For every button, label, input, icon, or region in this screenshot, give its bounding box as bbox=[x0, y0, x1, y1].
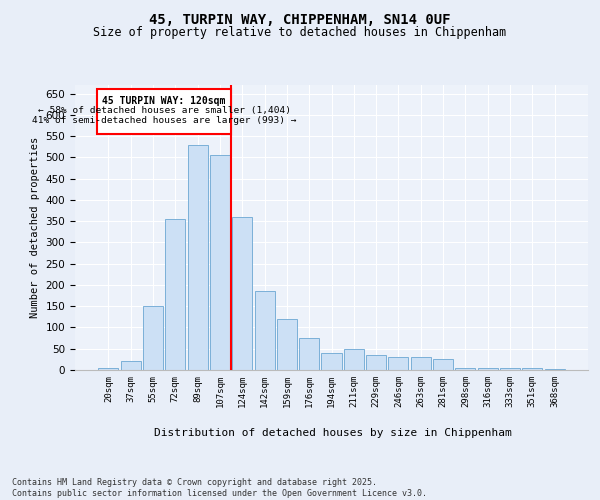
Bar bbox=[277, 319, 297, 370]
Bar bbox=[121, 362, 141, 370]
Text: Contains HM Land Registry data © Crown copyright and database right 2025.
Contai: Contains HM Land Registry data © Crown c… bbox=[12, 478, 427, 498]
Bar bbox=[254, 292, 275, 370]
Bar bbox=[411, 357, 431, 370]
Bar bbox=[500, 368, 520, 370]
Bar bbox=[232, 217, 252, 370]
Bar bbox=[388, 357, 409, 370]
Bar bbox=[455, 368, 475, 370]
Y-axis label: Number of detached properties: Number of detached properties bbox=[30, 137, 40, 318]
Bar bbox=[165, 219, 185, 370]
Text: ← 58% of detached houses are smaller (1,404): ← 58% of detached houses are smaller (1,… bbox=[38, 106, 290, 116]
Bar bbox=[143, 306, 163, 370]
Bar bbox=[366, 355, 386, 370]
Bar bbox=[210, 155, 230, 370]
Bar bbox=[433, 360, 453, 370]
Bar bbox=[344, 348, 364, 370]
Bar bbox=[188, 144, 208, 370]
FancyBboxPatch shape bbox=[97, 90, 231, 134]
Bar bbox=[522, 368, 542, 370]
Text: 45, TURPIN WAY, CHIPPENHAM, SN14 0UF: 45, TURPIN WAY, CHIPPENHAM, SN14 0UF bbox=[149, 12, 451, 26]
Text: Size of property relative to detached houses in Chippenham: Size of property relative to detached ho… bbox=[94, 26, 506, 39]
Bar bbox=[545, 369, 565, 370]
Text: 45 TURPIN WAY: 120sqm: 45 TURPIN WAY: 120sqm bbox=[103, 96, 226, 106]
Text: 41% of semi-detached houses are larger (993) →: 41% of semi-detached houses are larger (… bbox=[32, 116, 296, 124]
Bar bbox=[322, 353, 341, 370]
Bar bbox=[299, 338, 319, 370]
Bar bbox=[478, 368, 498, 370]
Bar bbox=[98, 368, 118, 370]
Text: Distribution of detached houses by size in Chippenham: Distribution of detached houses by size … bbox=[154, 428, 512, 438]
